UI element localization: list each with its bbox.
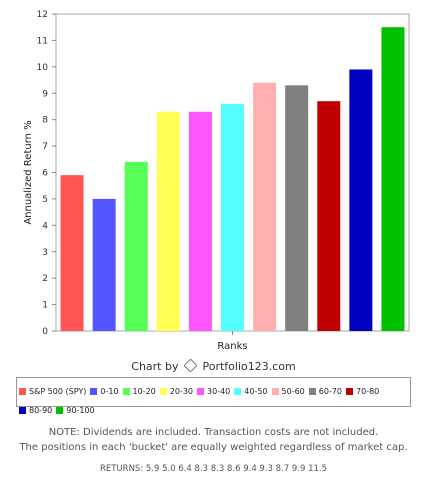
legend-item: 70-80: [346, 386, 379, 398]
bar-1: [60, 175, 84, 331]
legend-swatch: [19, 388, 26, 395]
y-tick-label: 6: [42, 169, 48, 179]
legend-label: 40-50: [244, 387, 268, 396]
legend-label: 10-20: [132, 387, 156, 396]
y-axis-label: Annualized Return %: [23, 120, 34, 224]
legend-item: 0-10: [90, 386, 119, 398]
bar-11: [381, 27, 405, 331]
y-tick-label: 9: [42, 89, 48, 99]
bar-9: [317, 101, 341, 331]
chart-note: NOTE: Dividends are included. Transactio…: [0, 425, 427, 455]
bar-8: [285, 85, 309, 331]
legend-swatch: [56, 407, 64, 414]
legend-swatch: [271, 388, 279, 395]
legend-label: 30-40: [207, 387, 231, 396]
y-tick-label: 12: [37, 10, 48, 20]
chart-credit: Chart by Portfolio123.com: [0, 358, 427, 373]
returns-summary: RETURNS: 5.9 5.0 6.4 8.3 8.3 8.6 9.4 9.3…: [99, 464, 328, 474]
legend-item: 10-20: [122, 386, 156, 398]
legend-swatch: [197, 388, 205, 395]
legend-item: 30-40: [197, 386, 230, 398]
legend-label: S&P 500 (SPY): [29, 387, 87, 396]
legend-label: 20-30: [169, 387, 194, 396]
bar-7: [253, 82, 277, 331]
legend-swatch: [122, 388, 130, 395]
bar-2: [92, 198, 116, 331]
legend-label: 90-100: [66, 406, 95, 415]
y-tick-label: 5: [42, 195, 48, 205]
bar-5: [188, 111, 212, 331]
legend-swatch: [19, 407, 26, 414]
legend-swatch: [90, 388, 98, 395]
credit-prefix: Chart by: [131, 360, 179, 373]
legend-item: 50-60: [271, 386, 305, 398]
legend-label: 50-60: [281, 387, 305, 396]
y-tick-label: 1: [42, 301, 48, 311]
bar-3: [124, 161, 148, 331]
legend-swatch: [234, 388, 242, 395]
x-axis-label: Ranks: [217, 341, 247, 352]
y-tick-label: 0: [42, 327, 48, 337]
chart-legend: S&P 500 (SPY) 0-10 10-20 20-30 30-40 40-50 50-…: [16, 377, 411, 415]
legend-item: 40-50: [234, 386, 268, 398]
bar-10: [349, 69, 373, 331]
legend-item: 20-30: [159, 386, 194, 398]
legend-item: 80-90: [19, 405, 52, 417]
legend-swatch: [346, 388, 354, 395]
y-tick-label: 11: [37, 36, 48, 46]
legend-swatch: [308, 388, 316, 395]
note-line-2: The positions in each 'bucket' are equal…: [19, 442, 408, 453]
legend-swatch: [159, 388, 167, 395]
legend-label: 80-90: [29, 406, 53, 415]
y-tick-label: 7: [42, 142, 48, 152]
y-tick-label: 8: [42, 116, 48, 126]
y-tick-label: 4: [42, 221, 48, 231]
portfolio123-logo-icon: [183, 358, 198, 373]
legend-label: 70-80: [356, 387, 380, 396]
y-tick-label: 2: [42, 274, 48, 284]
bar-4: [156, 111, 180, 331]
legend-item: 90-100: [56, 405, 95, 417]
credit-brand[interactable]: Portfolio123.com: [202, 360, 296, 373]
y-tick-label: 10: [37, 63, 49, 73]
legend-label: 60-70: [318, 387, 343, 396]
bar-6: [221, 103, 244, 331]
legend-label: 0-10: [100, 387, 119, 396]
legend-item: S&P 500 (SPY): [19, 386, 86, 398]
legend-item: 60-70: [308, 386, 343, 398]
note-line-1: NOTE: Dividends are included. Transactio…: [48, 427, 379, 438]
y-tick-label: 3: [42, 248, 48, 258]
